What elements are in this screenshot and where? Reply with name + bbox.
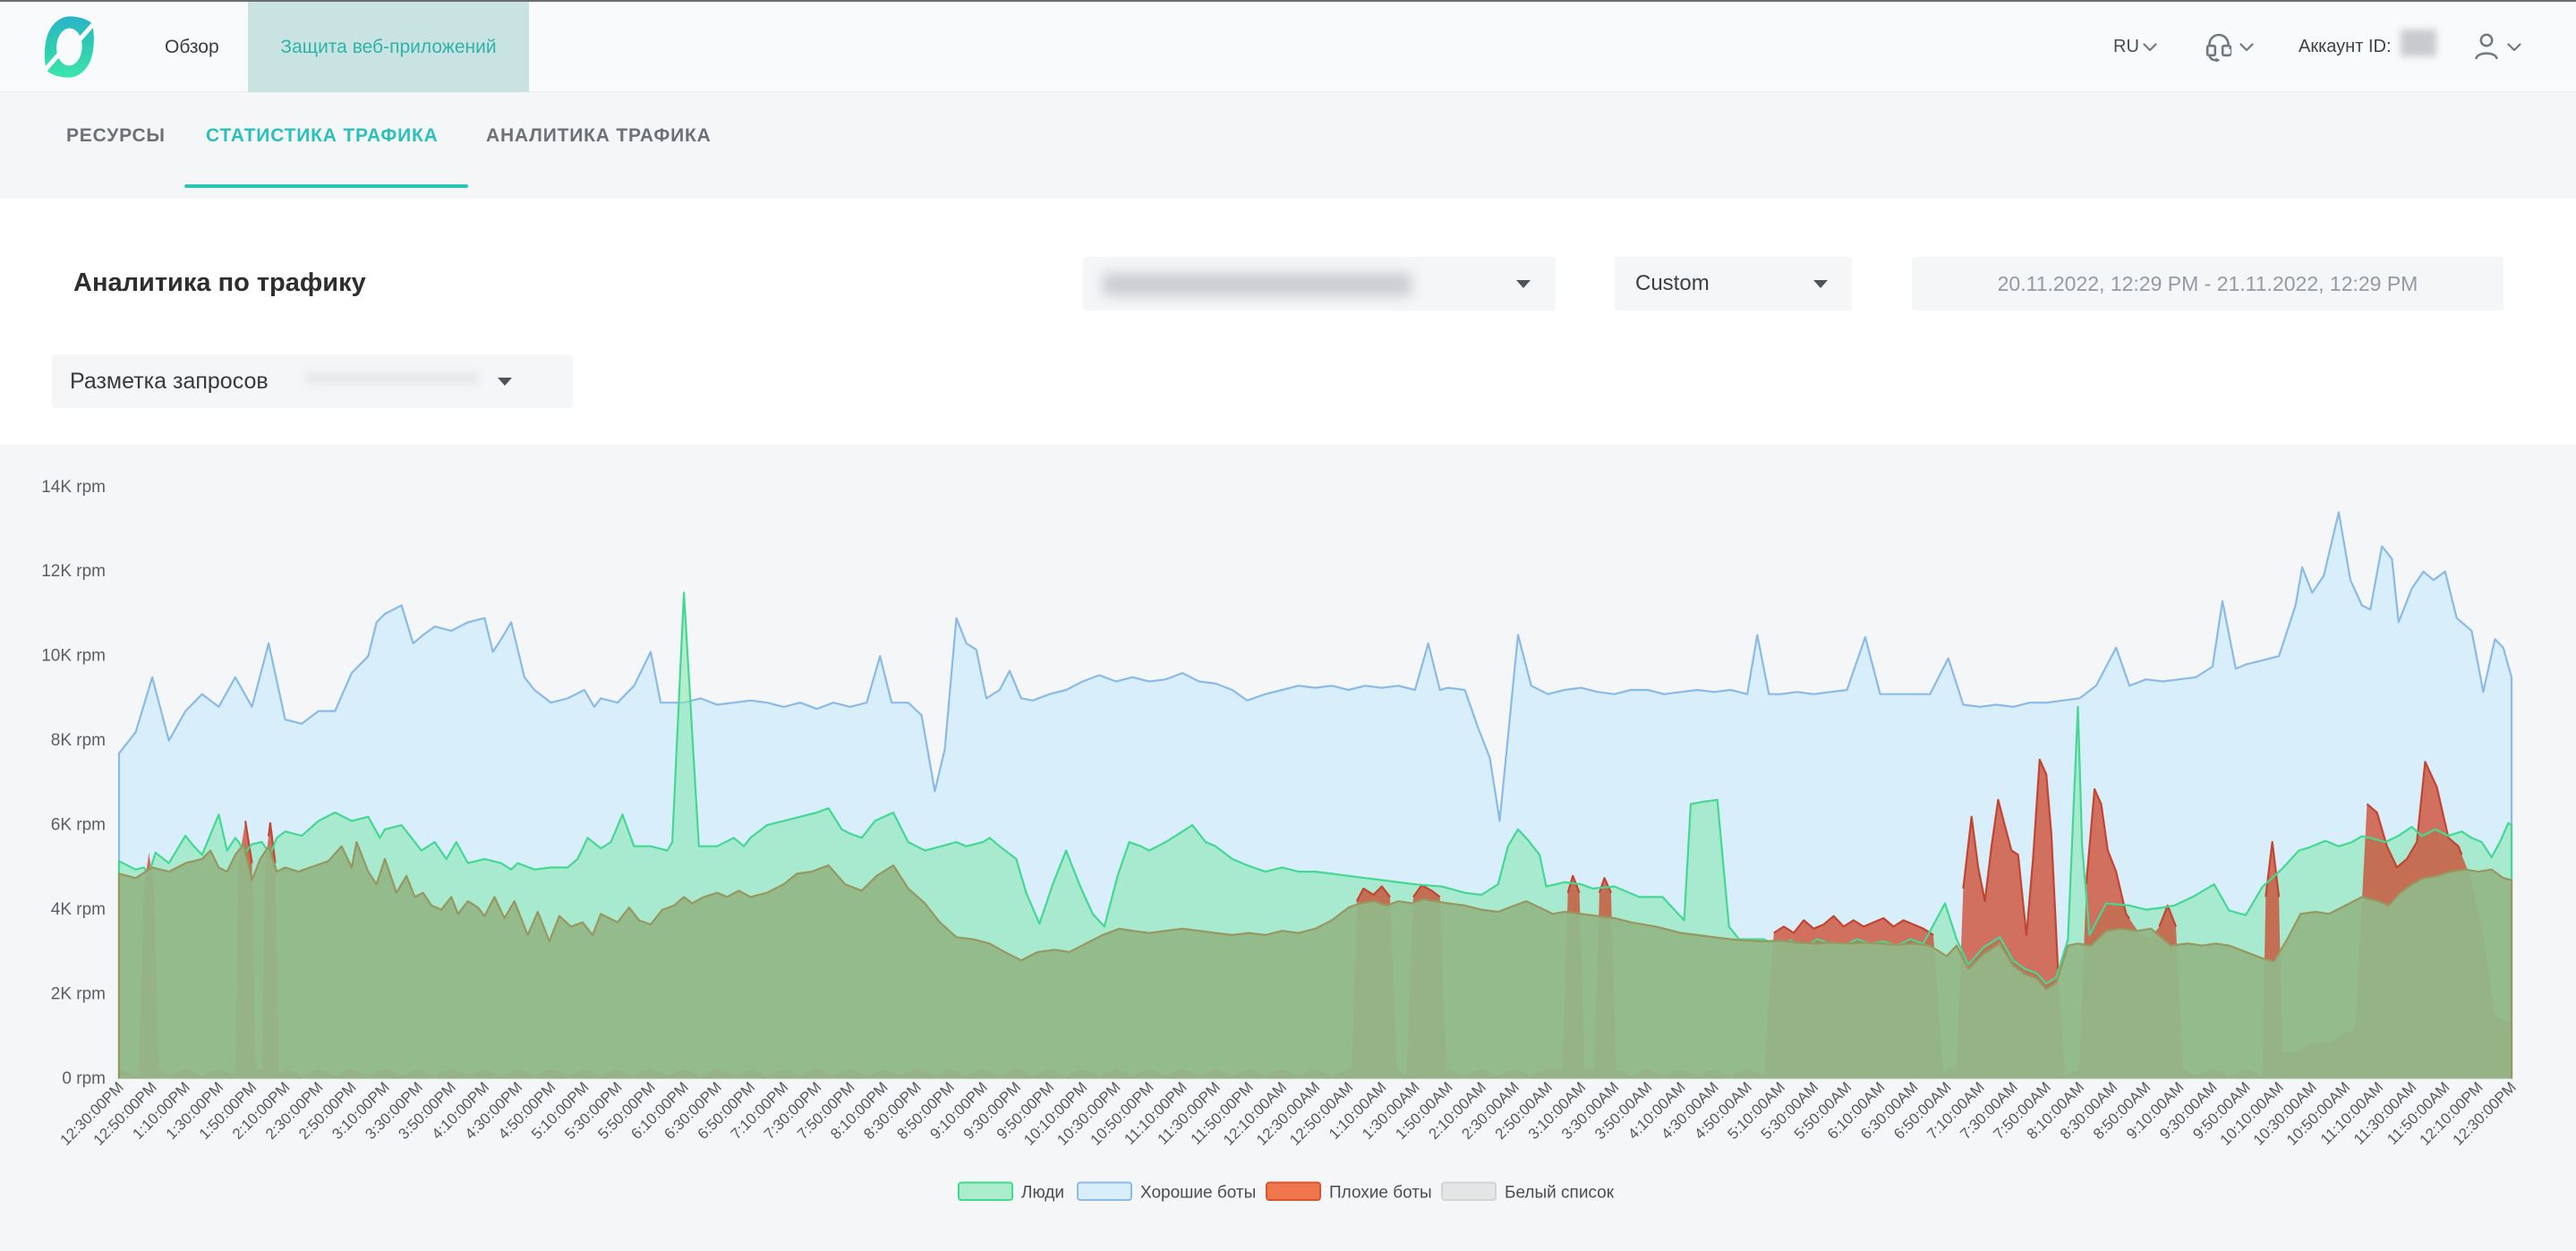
svg-text:0 rpm: 0 rpm (62, 1069, 106, 1088)
svg-text:12K rpm: 12K rpm (41, 562, 106, 581)
svg-text:Белый список: Белый список (1505, 1184, 1615, 1203)
svg-text:2K rpm: 2K rpm (51, 985, 106, 1004)
svg-text:Люди: Люди (1021, 1184, 1064, 1203)
svg-text:14K rpm: 14K rpm (41, 478, 106, 497)
svg-text:Плохие боты: Плохие боты (1329, 1184, 1432, 1203)
svg-text:4K rpm: 4K rpm (51, 900, 106, 919)
svg-text:10K rpm: 10K rpm (41, 647, 106, 666)
svg-text:6K rpm: 6K rpm (51, 816, 106, 835)
svg-text:8K rpm: 8K rpm (51, 731, 106, 750)
svg-text:Хорошие боты: Хорошие боты (1140, 1184, 1256, 1203)
